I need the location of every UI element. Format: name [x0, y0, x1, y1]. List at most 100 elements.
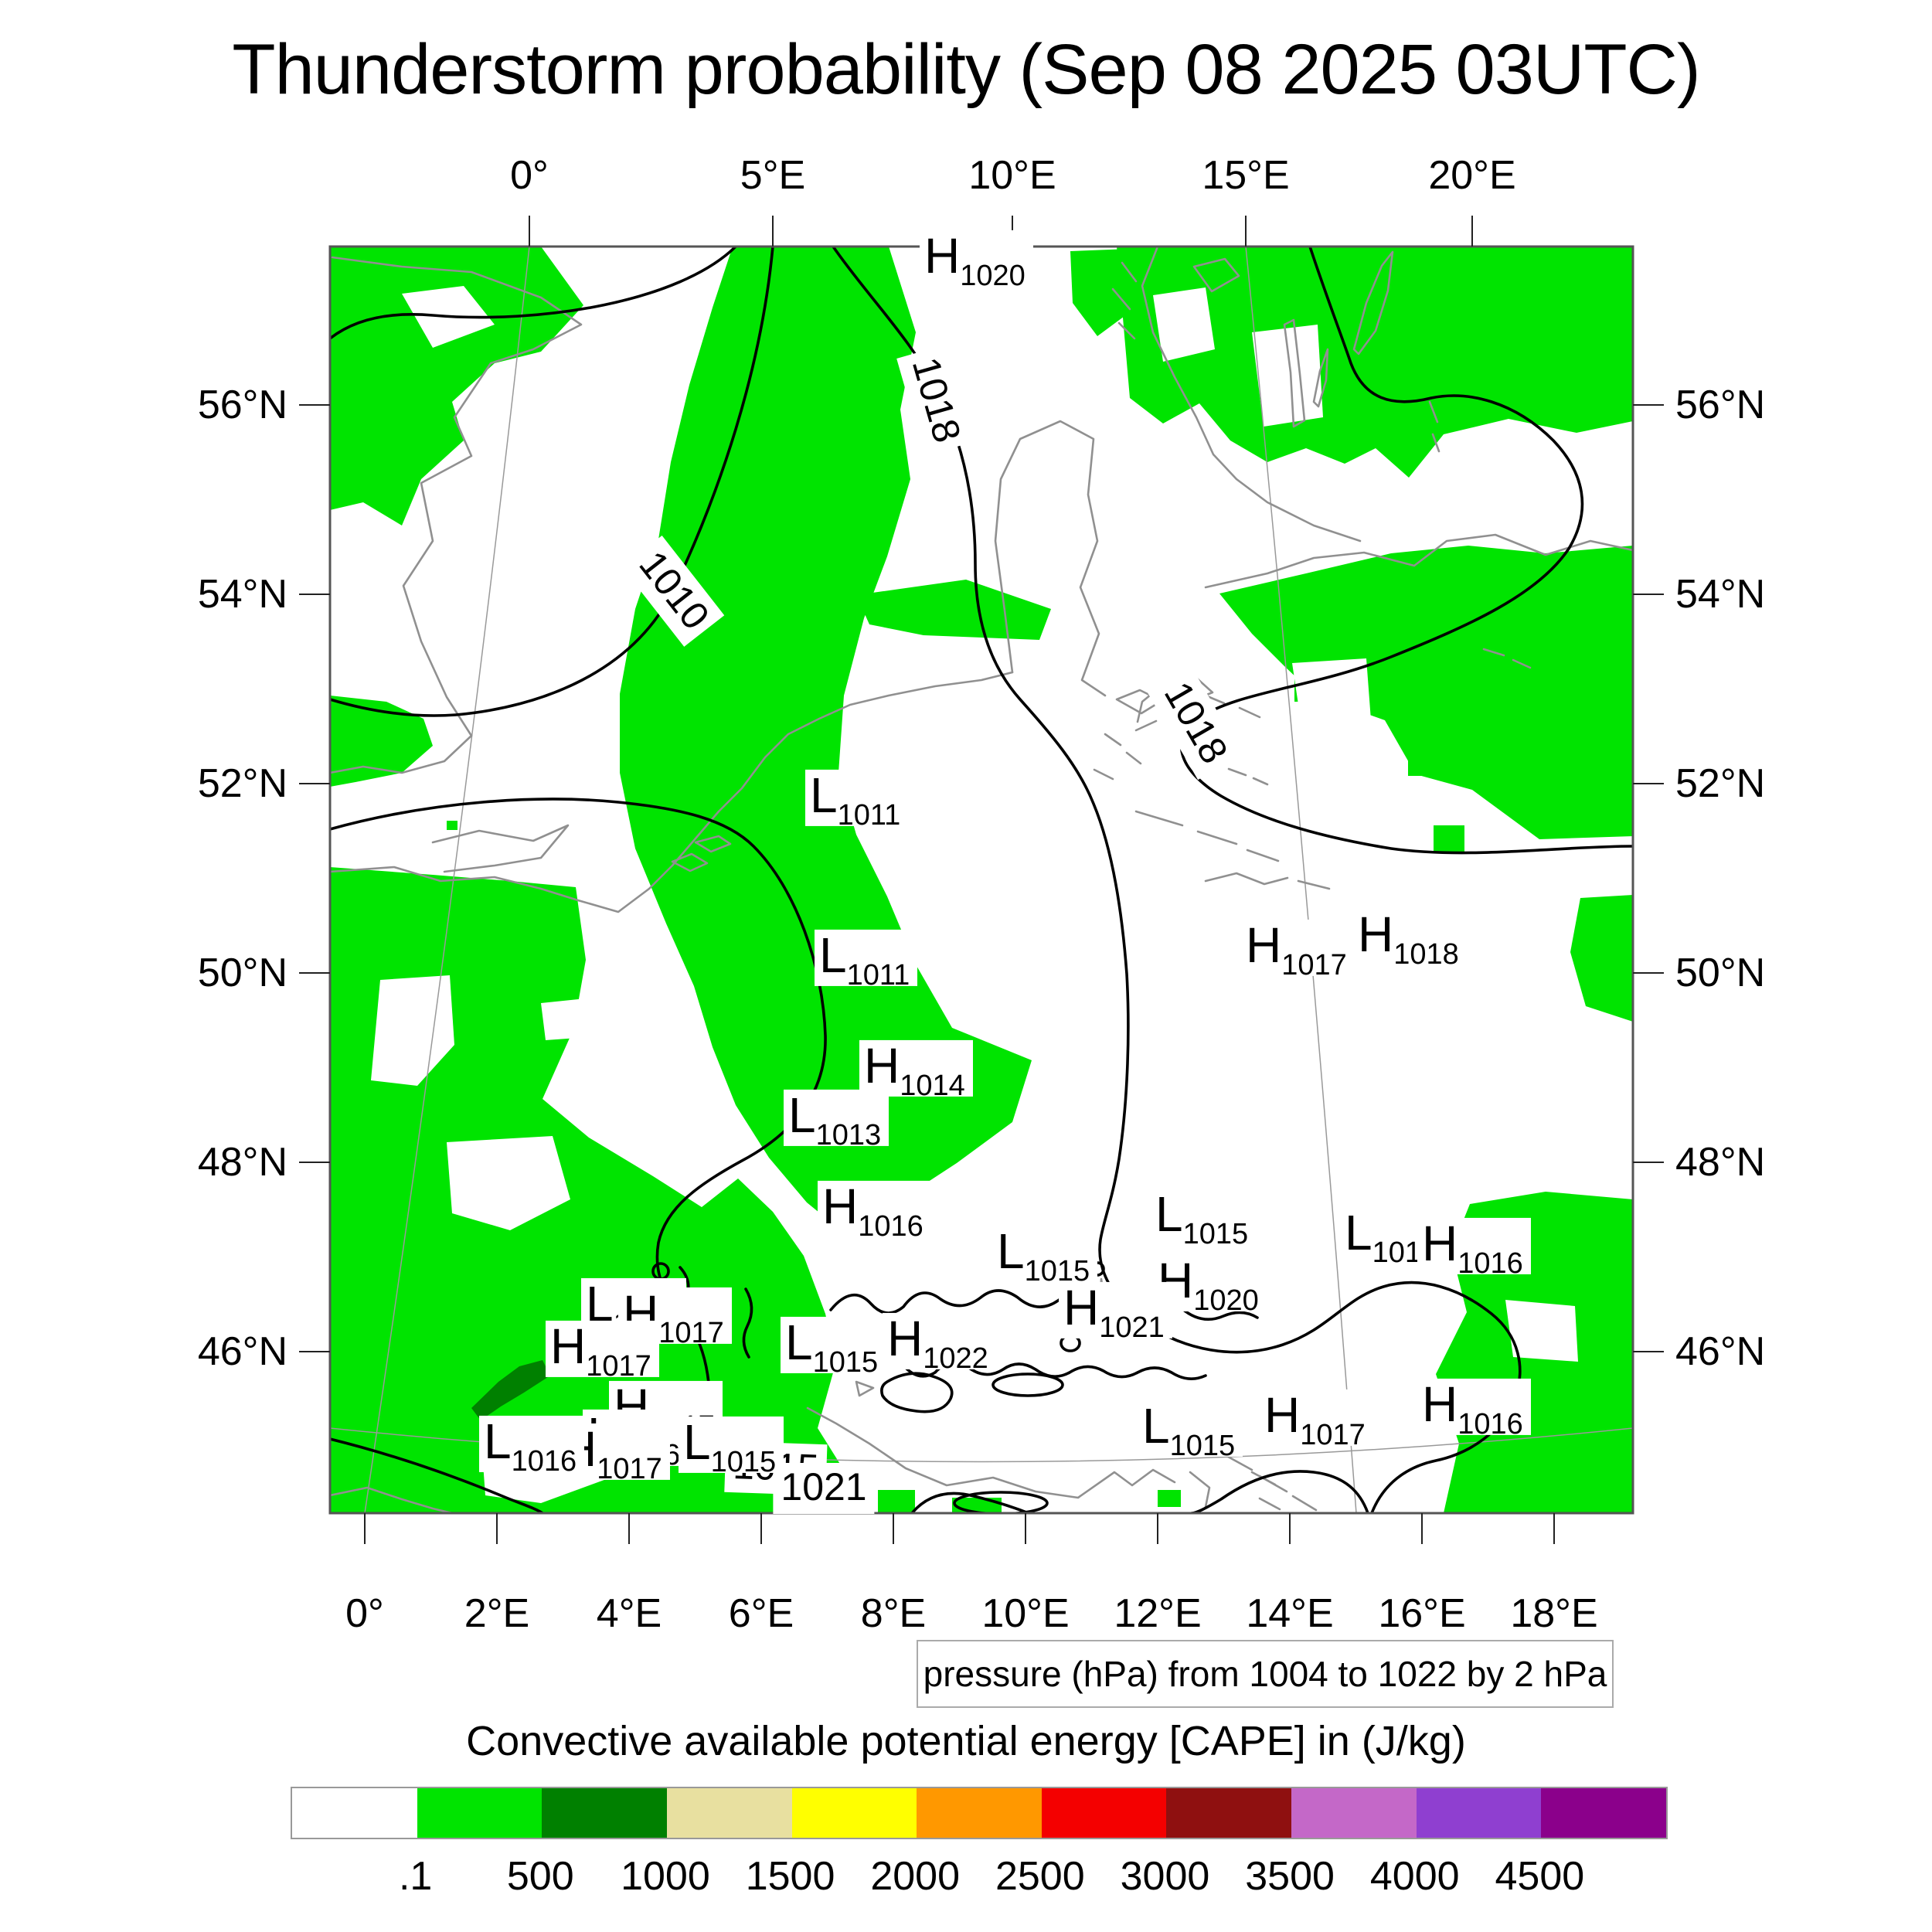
bottom-axis-label: 18°E	[1510, 1591, 1598, 1636]
pressure-center-letter: L	[810, 767, 838, 823]
right-axis-label: 50°N	[1675, 951, 1766, 995]
bottom-axis-tick	[1025, 1513, 1026, 1544]
bottom-axis-tick	[1289, 1513, 1291, 1544]
pressure-center-value: 1022	[923, 1342, 988, 1375]
pressure-center-value: 1015	[1182, 1217, 1249, 1250]
pressure-center-letter: H	[1246, 917, 1282, 973]
bottom-axis-label: 2°E	[464, 1591, 530, 1636]
colorbar-tick-label: 1500	[745, 1854, 835, 1899]
pressure-center-label-h1016: H1016	[818, 1178, 931, 1241]
left-axis-tick	[299, 972, 330, 974]
colorbar-cell	[1041, 1788, 1167, 1838]
pressure-center-letter: L	[484, 1413, 512, 1469]
pressure-center-value: 1015	[812, 1345, 879, 1379]
bottom-axis-label: 6°E	[728, 1591, 794, 1636]
pressure-center-value: 1016	[1458, 1407, 1523, 1440]
colorbar-cell	[1541, 1788, 1667, 1838]
left-axis-label: 50°N	[197, 951, 287, 995]
left-axis-label: 52°N	[197, 761, 287, 806]
bottom-axis-tick	[893, 1513, 894, 1544]
colorbar-tick-label: 2500	[995, 1854, 1085, 1899]
pressure-center-label-h1020: H1020	[920, 227, 1033, 291]
colorbar-cell	[1416, 1788, 1542, 1838]
pressure-center-label-h1017: H1017	[546, 1320, 659, 1381]
pressure-center-value: 1016	[858, 1209, 923, 1243]
pressure-center-letter: L	[1345, 1204, 1372, 1260]
pressure-center-letter: L	[819, 927, 847, 983]
pressure-center-label-l1016: L1016	[479, 1413, 585, 1476]
bottom-axis-label: 10°E	[981, 1591, 1070, 1636]
pressure-center-label-h1017: H1017	[1241, 917, 1355, 980]
bottom-axis-label: 12°E	[1114, 1591, 1202, 1636]
pressure-center-label-h1016: H1016	[1417, 1376, 1531, 1439]
colorbar-tick-label: 500	[506, 1854, 574, 1899]
left-axis-tick	[299, 1162, 330, 1163]
pressure-center-label-l1013: L1013	[784, 1087, 889, 1150]
left-axis-tick	[299, 1351, 330, 1352]
top-axis-label: 10°E	[968, 153, 1056, 198]
bottom-axis-tick	[1157, 1513, 1158, 1544]
bottom-axis-label: 0°	[345, 1591, 384, 1636]
colorbar-cell	[1291, 1788, 1417, 1838]
pressure-center-label-l1015: L1015	[1151, 1188, 1257, 1249]
left-axis-tick	[299, 404, 330, 406]
colorbar-cell	[1166, 1788, 1292, 1838]
pressure-center-letter: H	[822, 1178, 859, 1234]
pressure-center-value: 1015	[1169, 1429, 1236, 1462]
top-axis-label: 15°E	[1202, 153, 1290, 198]
right-axis-tick	[1633, 1162, 1664, 1163]
right-axis-tick	[1633, 594, 1664, 595]
pressure-center-letter: L	[788, 1087, 816, 1143]
top-axis-tick	[1471, 216, 1473, 247]
bottom-axis-tick	[760, 1513, 762, 1544]
colorbar-cell	[542, 1788, 667, 1838]
pressure-center-value: 1021	[1099, 1311, 1165, 1344]
colorbar-cell	[666, 1788, 792, 1838]
pressure-center-label-l1015: L1015	[1138, 1400, 1243, 1461]
pressure-center-label-h1016: H1016	[1417, 1217, 1531, 1278]
pressure-center-value: 1011	[846, 958, 910, 992]
cape-dark-region	[471, 1360, 550, 1420]
bottom-axis-tick	[496, 1513, 498, 1544]
colorbar-tick-label: .1	[398, 1854, 433, 1899]
colorbar-tick-label: 4500	[1495, 1854, 1585, 1899]
pressure-center-letter: H	[864, 1037, 900, 1094]
pressure-center-letter: L	[683, 1413, 711, 1470]
left-axis-label: 46°N	[197, 1329, 287, 1374]
bottom-axis-label: 16°E	[1378, 1591, 1466, 1636]
top-axis-label: 5°E	[740, 153, 806, 198]
pressure-center-label-l1015: L1015	[679, 1413, 784, 1477]
pressure-center-label-h1022: H1022	[883, 1310, 996, 1373]
pressure-center-value: 1020	[1193, 1284, 1259, 1317]
left-axis-tick	[299, 783, 330, 784]
right-axis-label: 46°N	[1675, 1329, 1766, 1374]
pressure-center-label-h1017: H1017	[1260, 1389, 1373, 1450]
bottom-axis-label: 8°E	[860, 1591, 927, 1636]
pressure-center-letter: H	[1063, 1279, 1100, 1335]
colorbar-tick-label: 1000	[621, 1854, 710, 1899]
left-axis-tick	[299, 594, 330, 595]
top-axis-label: 20°E	[1428, 153, 1516, 198]
right-axis-tick	[1633, 404, 1664, 406]
right-axis-tick	[1633, 972, 1664, 974]
pressure-center-letter: H	[1422, 1376, 1458, 1432]
pressure-center-label-h1018: H1018	[1353, 908, 1467, 969]
cape-colorbar	[291, 1787, 1668, 1839]
left-axis-label: 56°N	[197, 383, 287, 427]
pressure-center-value: 1016	[1458, 1247, 1523, 1280]
bottom-axis-label: 4°E	[596, 1591, 662, 1636]
pressure-center-value: 1011	[837, 798, 901, 832]
colorbar-tick-label: 4000	[1369, 1854, 1460, 1899]
pressure-center-letter: H	[887, 1310, 923, 1366]
pressure-center-letter: L	[997, 1223, 1025, 1279]
pressure-center-label-l1011: L1011	[805, 767, 909, 830]
cape-colorbar-title: Convective available potential energy [C…	[466, 1718, 1466, 1764]
pressure-center-letter: H	[924, 227, 961, 284]
colorbar-tick-label: 3500	[1245, 1854, 1335, 1899]
pressure-center-value: 1017	[597, 1452, 662, 1485]
pressure-center-value: 1013	[815, 1118, 882, 1151]
page-title: Thunderstorm probability (Sep 08 2025 03…	[232, 30, 1700, 109]
bottom-axis-tick	[1421, 1513, 1423, 1544]
pressure-center-value: 1020	[960, 259, 1026, 292]
